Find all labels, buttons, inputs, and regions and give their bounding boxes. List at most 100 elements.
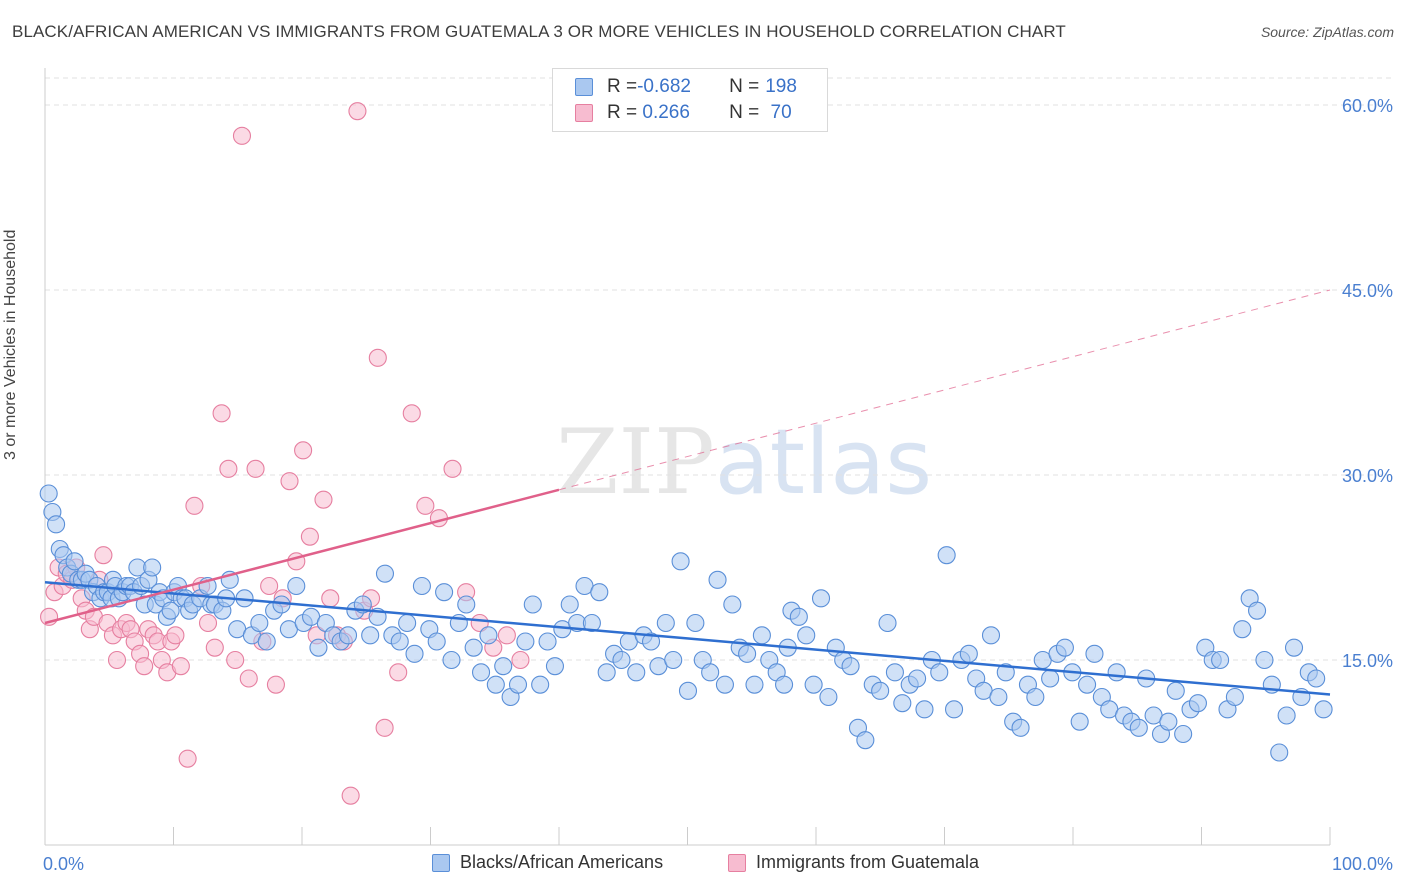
black-point (989, 687, 1008, 707)
guatemala-point (314, 490, 333, 509)
black-point (523, 595, 542, 614)
guatemala-point (232, 126, 252, 145)
guatemala-point (348, 102, 367, 121)
legend-r-label: R = (607, 76, 638, 97)
black-point (885, 663, 904, 682)
black-point (65, 552, 84, 571)
black-point (915, 700, 934, 719)
tick-labels: 15.0% 30.0% 45.0% 60.0% 0.0% 100.0% (43, 96, 1393, 874)
black-point (1248, 601, 1267, 620)
black-point (752, 626, 771, 645)
legend-r-value: 0.266 (637, 102, 690, 123)
guatemala-point (402, 404, 421, 423)
black-point (1270, 743, 1289, 762)
legend-n-value: 70 (765, 102, 792, 123)
y-tick-label: 15.0% (1342, 651, 1393, 671)
guatemala-point (294, 441, 313, 460)
guatemala-point (198, 613, 218, 633)
black-point (1085, 644, 1104, 663)
black-point (1166, 681, 1185, 700)
guatemala-point (511, 650, 530, 670)
correlation-legend: R = -0.682 N = 198 R = 0.266 N = 70 (552, 68, 828, 132)
guatemala-point (260, 576, 279, 596)
guatemala-point (300, 527, 319, 546)
black-point (545, 657, 565, 676)
legend-n-label: N = (729, 76, 760, 97)
black-point (1026, 687, 1045, 707)
x-tick-label-min: 0.0% (43, 854, 84, 874)
legend-label-guatemala: Immigrants from Guatemala (756, 852, 980, 872)
guatemala-point (266, 675, 285, 694)
black-point (959, 644, 978, 663)
legend-swatch-black (575, 78, 593, 96)
black-point (789, 607, 808, 626)
black-point (708, 570, 727, 589)
guatemala-point (135, 657, 154, 676)
trend-line-guatemala (44, 488, 560, 625)
black-point (723, 595, 742, 614)
black-point (1055, 638, 1074, 657)
black-point (908, 669, 927, 688)
black-point (678, 681, 698, 700)
black-point (641, 632, 661, 651)
black-point (560, 595, 579, 614)
black-point (338, 626, 358, 645)
trend-lines (44, 289, 1331, 696)
black-point (738, 644, 757, 663)
black-point (597, 663, 616, 682)
legend-swatch-black (432, 853, 450, 872)
black-point (39, 484, 58, 503)
legend-label-black: Blacks/African Americans (460, 852, 664, 872)
black-point (1211, 650, 1230, 670)
black-point (1314, 700, 1333, 719)
black-point (361, 626, 380, 645)
black-point (878, 613, 897, 633)
guatemala-point (178, 749, 197, 768)
black-point (1041, 669, 1060, 688)
black-point (841, 657, 860, 676)
black-point (715, 675, 734, 694)
black-point (47, 515, 66, 534)
guatemala-point (416, 496, 435, 515)
black-point (486, 675, 505, 694)
black-point (745, 675, 764, 694)
black-point (775, 675, 794, 694)
guatemala-point (205, 638, 224, 657)
black-point (1174, 724, 1193, 744)
guatemala-point (497, 626, 516, 645)
black-point (627, 663, 646, 682)
watermark: ZIPatlas (556, 410, 932, 515)
series-black-points (39, 484, 1333, 762)
black-point (412, 576, 431, 596)
black-point (390, 632, 409, 651)
series-guatemala-points (40, 102, 530, 805)
black-point (471, 663, 491, 682)
guatemala-point (321, 589, 340, 608)
guatemala-point (94, 546, 113, 565)
black-point (1011, 718, 1030, 737)
black-point (664, 650, 683, 670)
black-point (516, 632, 535, 651)
black-point (375, 564, 395, 583)
black-point (1233, 620, 1252, 639)
black-point (797, 626, 816, 645)
guatemala-point (171, 657, 190, 676)
black-point (250, 613, 269, 633)
black-point (590, 583, 609, 602)
black-point (427, 632, 446, 651)
black-point (508, 675, 528, 694)
chart-title: BLACK/AFRICAN AMERICAN VS IMMIGRANTS FRO… (12, 22, 1066, 41)
guatemala-point (107, 650, 127, 670)
legend-r-label: R = (607, 102, 638, 123)
legend-item-black: Blacks/African Americans (432, 852, 663, 873)
legend-swatch-guatemala (728, 853, 746, 872)
legend-item-guatemala: Immigrants from Guatemala (728, 852, 979, 873)
guatemala-point (239, 669, 258, 688)
trend-line-guatemala-extended (558, 289, 1331, 491)
black-point (494, 657, 513, 676)
legend-row-black: R = -0.682 N = 198 (575, 74, 797, 100)
source-label: Source: ZipAtlas.com (1260, 24, 1394, 40)
black-point (538, 632, 557, 651)
axes (44, 68, 1331, 846)
